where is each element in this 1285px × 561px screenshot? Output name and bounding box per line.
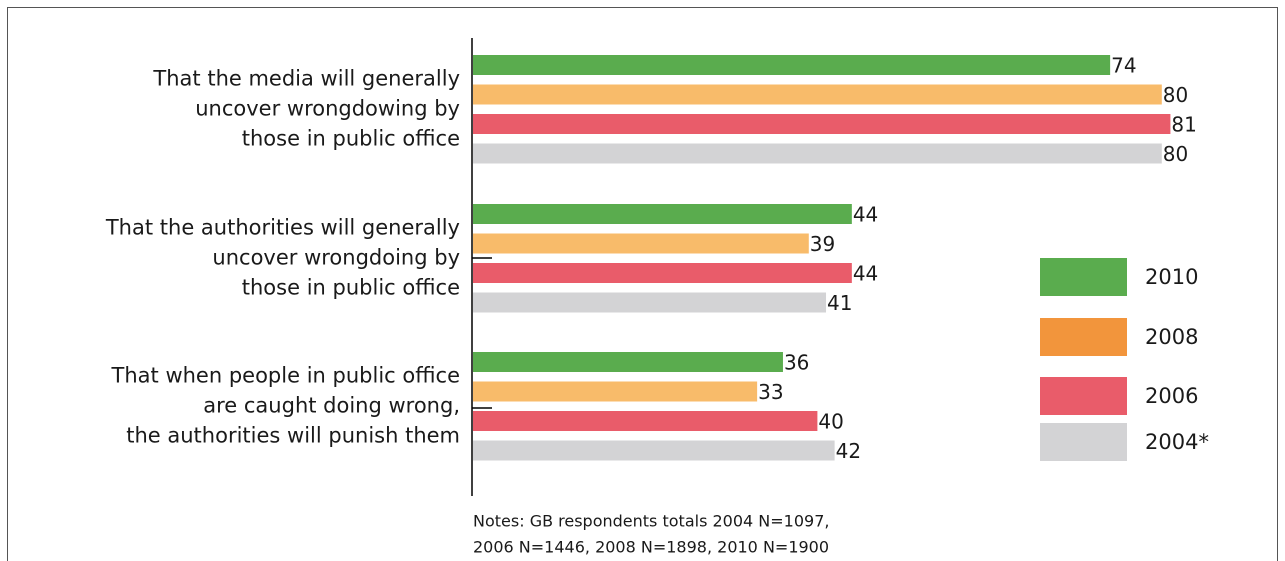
bar: [473, 381, 758, 402]
bar: [473, 204, 852, 224]
category-label: That the authorities will generally uncov…: [105, 215, 460, 299]
value-label: 40: [818, 410, 843, 434]
bar: [473, 55, 1111, 75]
bar: [473, 114, 1171, 134]
bar: [473, 352, 783, 372]
value-label: 41: [827, 291, 852, 315]
note: Notes: GB respondents totals 2004 N=1097…: [473, 512, 829, 531]
category-label: That when people in public office are cau…: [111, 363, 460, 447]
value-label: 74: [1111, 54, 1136, 78]
value-label: 81: [1171, 113, 1196, 137]
frame: [7, 7, 1278, 561]
value-label: 42: [836, 439, 861, 463]
value-label: 36: [784, 351, 809, 375]
value-label: 44: [853, 262, 878, 286]
legend-label: 2008: [1145, 325, 1198, 349]
value-label: 44: [853, 203, 878, 227]
bar: [473, 440, 835, 461]
legend-label: 2006: [1145, 384, 1198, 408]
legend-swatch: [1040, 258, 1127, 296]
bar: [473, 84, 1162, 105]
bar: [473, 233, 809, 254]
legend-label: 2004*: [1145, 430, 1209, 454]
legend-swatch: [1040, 318, 1127, 356]
bar: [473, 263, 852, 283]
legend-label: 2010: [1145, 265, 1198, 289]
legend-swatch: [1040, 377, 1127, 415]
value-label: 39: [810, 232, 835, 256]
value-label: 33: [758, 380, 783, 404]
value-label: 80: [1163, 142, 1188, 166]
bar: [473, 143, 1162, 164]
legend-swatch: [1040, 423, 1127, 461]
note: 2006 N=1446, 2008 N=1898, 2010 N=1900: [473, 538, 829, 557]
category-label: That the media will generally uncover wro…: [152, 66, 460, 150]
bar: [473, 411, 818, 431]
value-label: 80: [1163, 83, 1188, 107]
bar: [473, 292, 827, 313]
